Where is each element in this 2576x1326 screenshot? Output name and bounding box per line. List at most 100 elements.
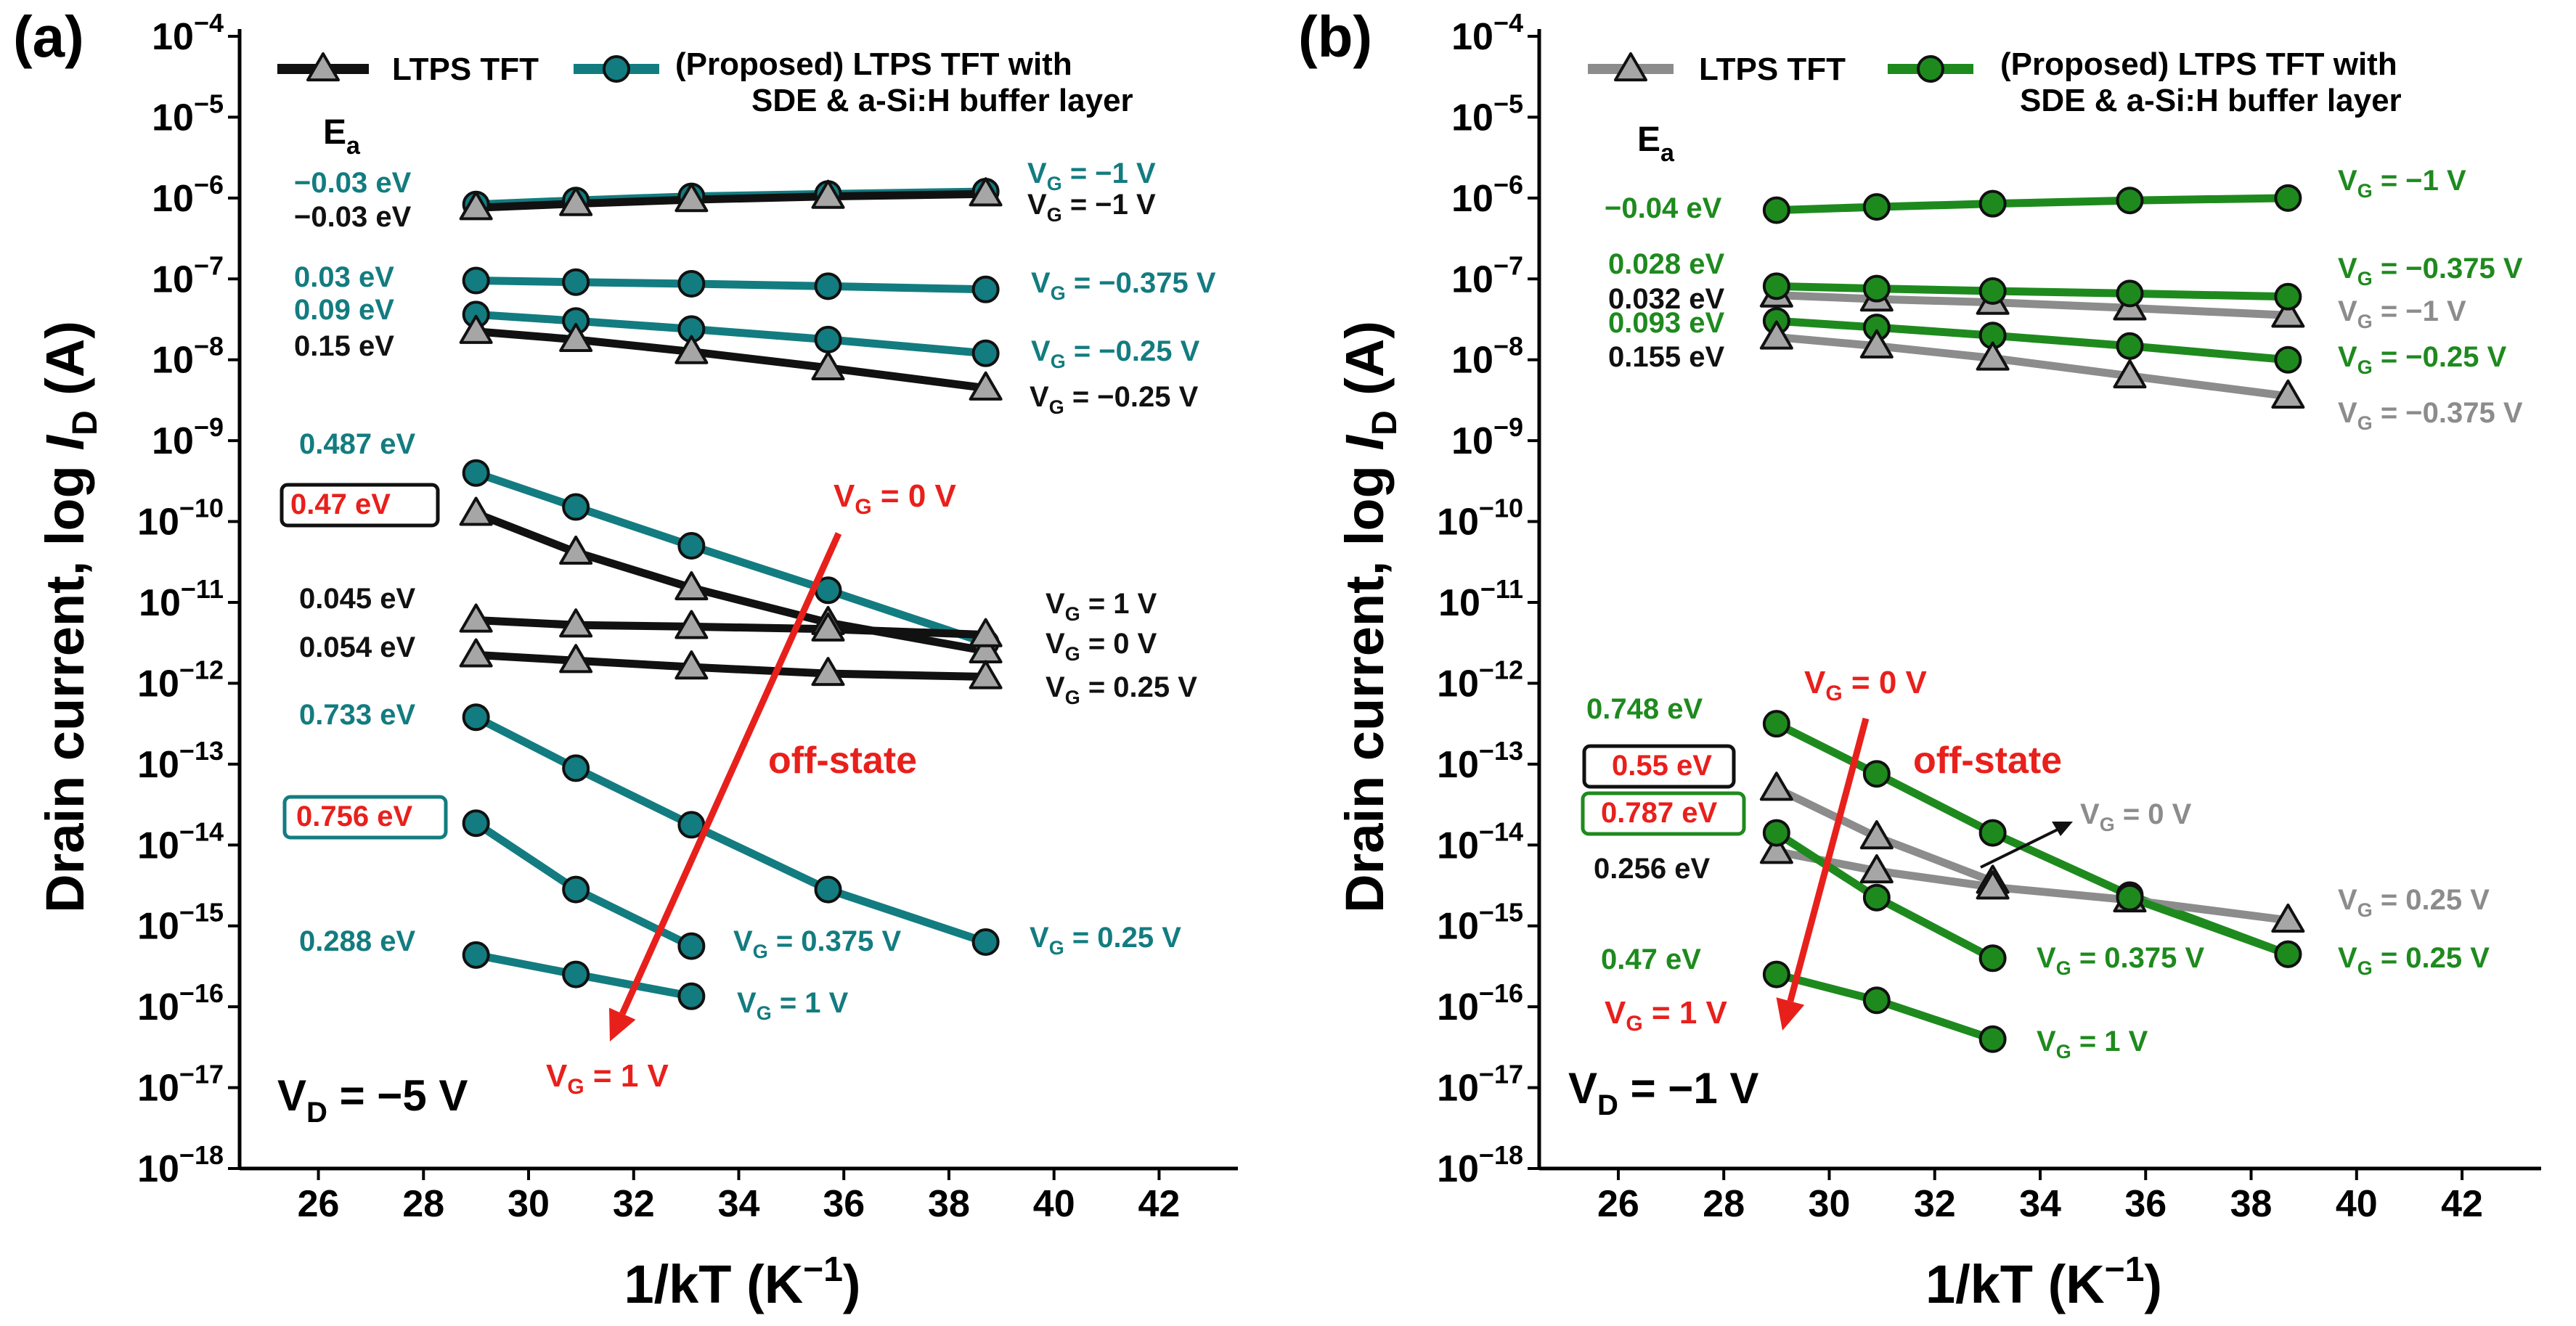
ea-value-label: 0.748 eV [1586, 693, 1703, 725]
data-point [459, 191, 493, 221]
x-tick-label: 38 [928, 1183, 970, 1225]
legend-marker [1614, 52, 1647, 82]
legend-label-line2: SDE & a-Si:H buffer layer [751, 83, 1133, 118]
series-line [1772, 194, 2292, 215]
text-span: −4 [1493, 8, 1523, 38]
text-span: G [1051, 282, 1066, 304]
ea-value-label: −0.04 eV [1605, 192, 1722, 224]
text-span: 10 [1451, 258, 1493, 300]
data-point [462, 941, 490, 969]
text-span: E [323, 113, 346, 152]
series [1772, 333, 2292, 401]
series [472, 277, 990, 294]
text-span: 10 [1451, 420, 1493, 462]
y-tick-label: 10−12 [137, 655, 224, 705]
x-tick-label: 38 [2230, 1183, 2273, 1225]
text-span: (A) [35, 321, 95, 410]
ea-highlight-box [280, 483, 440, 528]
y-tick-label: 10−8 [1451, 332, 1523, 382]
data-point [677, 811, 706, 839]
text-span: 10 [1451, 178, 1493, 220]
text-span: = −0.25 V [1066, 335, 1200, 367]
x-tick-label: 28 [1703, 1183, 1745, 1225]
data-point [459, 496, 493, 526]
data-point [1762, 960, 1790, 989]
series-points [1762, 272, 2302, 311]
text-span: V [1031, 267, 1051, 299]
text-span: 10 [1451, 340, 1493, 382]
vg-label: VG = −1 V [2338, 295, 2466, 332]
vg-label: VG = 0.25 V [2338, 884, 2490, 921]
data-point [969, 177, 1003, 207]
data-point [1862, 274, 1891, 303]
text-span: G [753, 941, 768, 962]
vg-label: VG = 1 V [1605, 995, 1728, 1036]
ea-value-label: −0.03 eV [294, 201, 412, 233]
text-span: G [2056, 1041, 2071, 1063]
text-span: −7 [194, 250, 224, 280]
ea-value-label: 0.155 eV [1608, 341, 1724, 373]
y-tick-label: 10−4 [152, 8, 224, 58]
series-points [462, 703, 1000, 956]
text-span: V [833, 478, 855, 514]
text-span: V [2338, 253, 2357, 285]
text-span: = 0.25 V [2373, 942, 2490, 974]
series-points [1762, 819, 2007, 973]
data-point [1862, 986, 1891, 1015]
data-point [1859, 820, 1894, 850]
vg-label: VG = 0.25 V [1046, 671, 1197, 708]
data-point [2274, 282, 2302, 311]
text-span: = −1 V [1062, 189, 1156, 221]
data-point [1759, 772, 1793, 801]
data-point [1759, 320, 1793, 350]
ea-value-label: 0.256 eV [1594, 853, 1710, 885]
vg-label: VG = 0 V [833, 478, 957, 519]
text-span: −18 [179, 1140, 224, 1170]
data-point [1978, 1025, 2007, 1053]
legend-label: LTPS TFT [1699, 52, 1846, 87]
text-span: 10 [137, 1148, 179, 1190]
series-line [472, 616, 990, 639]
text-span: V [1804, 665, 1826, 700]
data-point [674, 610, 709, 639]
ea-value-label: −0.03 eV [294, 167, 412, 199]
vg-label: VG = −0.25 V [1030, 381, 1199, 418]
text-span: = −5 V [327, 1071, 468, 1120]
off-state-label: off-state [1913, 740, 2062, 782]
text-span: −5 [1493, 89, 1523, 118]
text-span: V [2037, 1026, 2056, 1057]
y-tick-label: 10−9 [1451, 412, 1523, 462]
data-point [2271, 298, 2305, 328]
x-tick-label: 34 [2019, 1183, 2061, 1225]
data-point [559, 644, 593, 674]
text-span: 10 [137, 663, 179, 705]
legend-label: (Proposed) LTPS TFT with [675, 46, 1072, 82]
text-span: V [1027, 189, 1047, 221]
text-span: I [35, 435, 95, 451]
vg-label: VG = 1 V [546, 1058, 669, 1099]
text-span: V [277, 1071, 306, 1120]
series-points [459, 314, 1003, 401]
ea-value-label: 0.47 eV [290, 488, 391, 520]
x-tick-label: 36 [2124, 1183, 2167, 1225]
text-span: −6 [194, 170, 224, 200]
series-points [462, 941, 706, 1010]
text-span: 10 [1437, 663, 1479, 705]
y-tick-label: 10−6 [152, 170, 224, 220]
text-span: = −0.375 V [2373, 253, 2523, 285]
ea-label: Ea [323, 113, 361, 160]
text-span: = −0.25 V [2373, 341, 2507, 373]
series-line [2125, 893, 2292, 959]
text-span: V [1030, 381, 1049, 413]
vg-label: VG = 0 V [1046, 628, 1157, 665]
off-state-label: off-state [768, 740, 917, 782]
data-point [677, 269, 706, 298]
text-span: = −1 V [1618, 1064, 1758, 1113]
text-span: 10 [139, 582, 181, 624]
text-span: = −1 V [2373, 295, 2466, 327]
data-point [1762, 710, 1790, 738]
y-tick-label: 10−18 [1437, 1140, 1523, 1190]
text-span: −8 [194, 332, 224, 361]
